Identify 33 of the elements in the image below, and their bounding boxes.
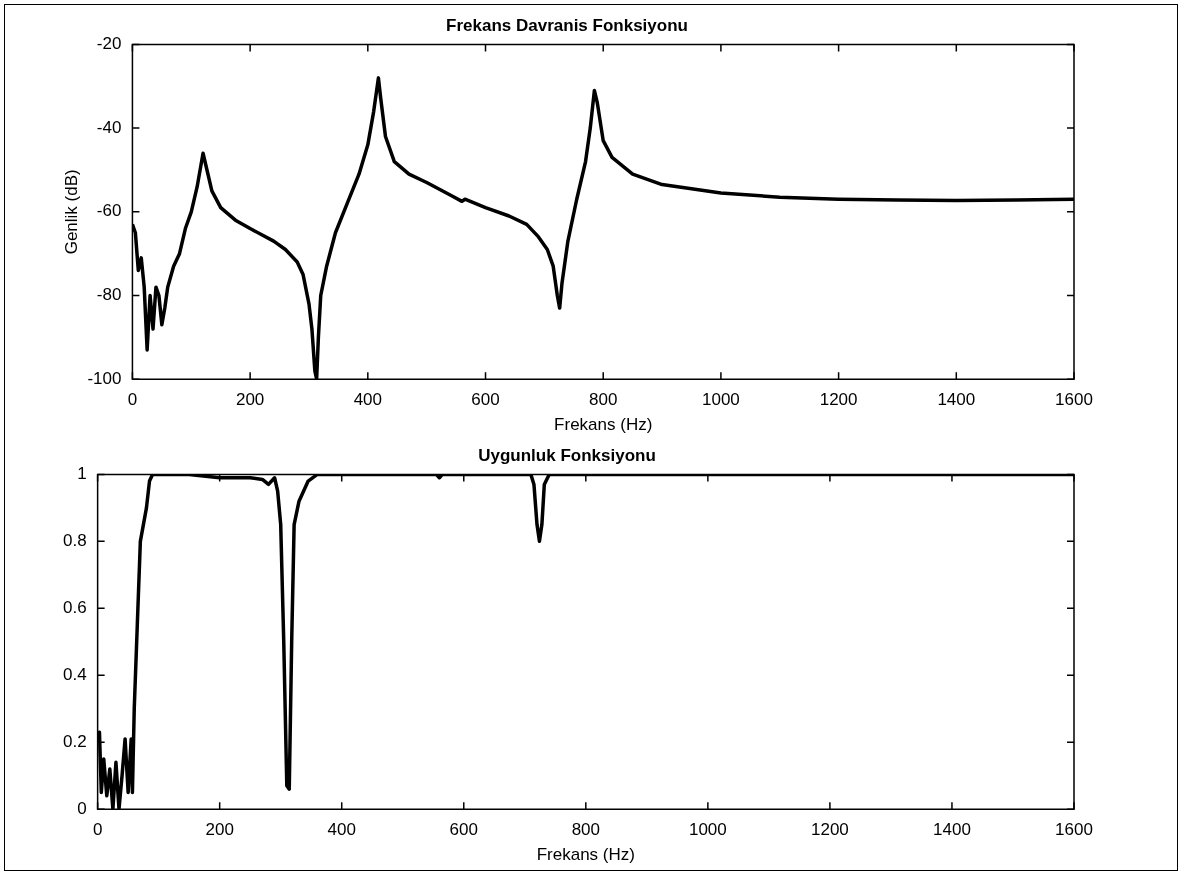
x-tick-label: 1000 (688, 820, 727, 840)
x-tick-label: 0 (127, 390, 138, 410)
x-tick-label: 1600 (1055, 820, 1093, 840)
x-tick-label: 1200 (819, 390, 858, 410)
y-tick-label: 1 (77, 464, 87, 484)
y-tick-label: -80 (96, 285, 122, 305)
x-tick-label: 400 (327, 820, 356, 840)
x-tick-label: 1600 (1055, 390, 1093, 410)
x-tick-label: 800 (571, 820, 600, 840)
y-tick-label: 0.6 (62, 598, 87, 618)
chart-title: Uygunluk Fonksiyonu (478, 445, 656, 465)
y-tick-label: 0.2 (62, 731, 87, 751)
x-tick-label: 600 (449, 820, 478, 840)
y-tick-label: -100 (87, 368, 122, 388)
y-tick-label: 0.8 (62, 531, 87, 551)
y-tick-label: 0.4 (62, 664, 87, 684)
x-tick-label: 800 (589, 390, 618, 410)
x-tick-label: 400 (353, 390, 383, 410)
y-axis-title: Genlik (dB) (61, 169, 81, 255)
x-tick-label: 200 (235, 390, 265, 410)
y-tick-label: -60 (96, 201, 122, 221)
x-tick-label: 200 (205, 820, 234, 840)
x-tick-label: 1400 (937, 390, 976, 410)
x-axis-title: Frekans (Hz) (536, 845, 635, 865)
x-tick-label: 1400 (933, 820, 971, 840)
x-tick-label: 1200 (810, 820, 849, 840)
chart-title: Frekans Davranis Fonksiyonu (446, 15, 688, 35)
x-tick-label: 600 (471, 390, 500, 410)
x-tick-label: 1000 (702, 390, 740, 410)
y-tick-label: 0 (77, 798, 87, 818)
x-axis-title: Frekans (Hz) (554, 415, 653, 435)
y-tick-label: -20 (96, 34, 122, 54)
y-tick-label: -40 (96, 117, 122, 137)
